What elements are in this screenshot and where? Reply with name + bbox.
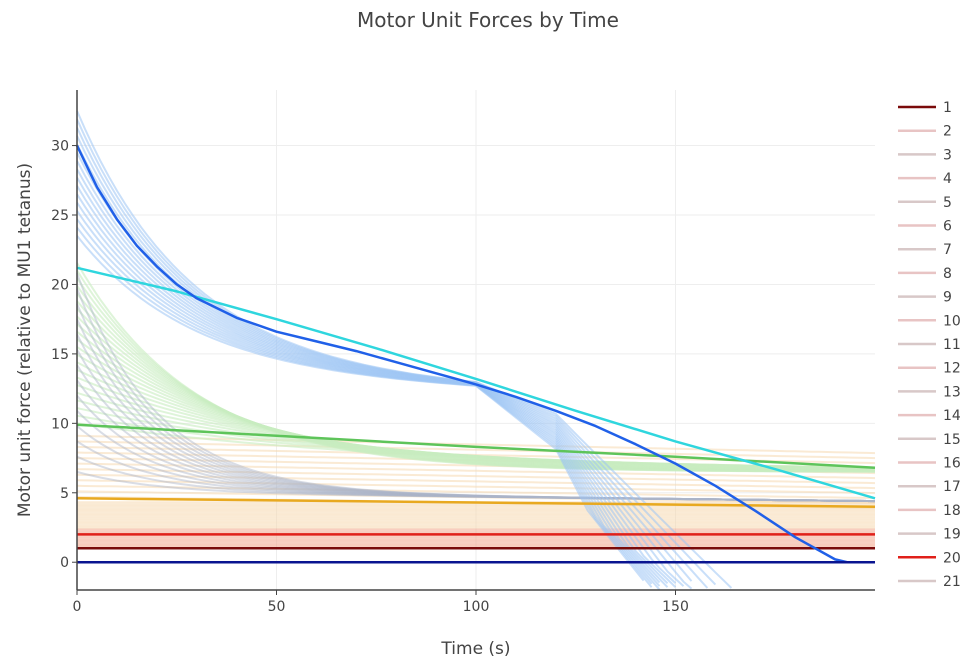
background-series-line (76, 333, 876, 503)
y-tick-label: 30 (51, 139, 69, 155)
legend-label: 14 (943, 408, 961, 424)
y-tick-label: 25 (51, 208, 69, 224)
background-series-line (76, 272, 876, 503)
legend-label: 19 (943, 527, 961, 543)
legend-label: 12 (943, 361, 961, 377)
y-tick-label: 5 (60, 486, 69, 502)
legend-item-16[interactable]: 16 (898, 456, 961, 472)
legend-item-13[interactable]: 13 (898, 384, 961, 400)
legend-item-18[interactable]: 18 (898, 503, 961, 519)
legend-item-3[interactable]: 3 (898, 147, 952, 163)
legend-label: 13 (943, 384, 961, 400)
legend-item-21[interactable]: 21 (898, 574, 961, 590)
legend-item-15[interactable]: 15 (898, 432, 961, 448)
legend-label: 2 (943, 124, 952, 140)
background-series-line (76, 455, 876, 503)
background-series-line (76, 479, 876, 495)
background-series-line (76, 303, 876, 503)
axes (72, 90, 875, 595)
background-series-line (76, 288, 876, 503)
series-line-blue (75, 145, 848, 564)
legend-item-7[interactable]: 7 (898, 242, 952, 258)
series-lines (75, 145, 876, 564)
legend-item-6[interactable]: 6 (898, 219, 952, 235)
legend-label: 18 (943, 503, 961, 519)
legend-label: 7 (943, 242, 952, 258)
x-tick-label: 50 (268, 599, 286, 615)
chart-title: Motor Unit Forces by Time (357, 8, 619, 32)
background-series-line (76, 425, 876, 503)
background-series-line (76, 410, 876, 503)
x-tick-label: 0 (73, 599, 82, 615)
background-series-line (76, 235, 645, 582)
background-series-line (76, 364, 876, 503)
x-tick-label: 150 (662, 599, 689, 615)
legend-label: 20 (943, 550, 961, 566)
legend-label: 15 (943, 432, 961, 448)
background-series-line (76, 468, 876, 485)
legend-label: 5 (943, 195, 952, 211)
legend-item-9[interactable]: 9 (898, 290, 952, 306)
legend-item-19[interactable]: 19 (898, 527, 961, 543)
background-series-line (76, 318, 876, 503)
y-tick-labels: 0 5 10 15 20 25 30 (51, 139, 69, 572)
legend-label: 3 (943, 147, 952, 163)
background-series-line (76, 473, 876, 490)
background-series-line (76, 262, 876, 473)
x-axis-title: Time (s) (440, 639, 510, 659)
series-line-orange (76, 497, 876, 508)
background-series-line (76, 440, 876, 503)
legend-item-20[interactable]: 20 (898, 550, 961, 566)
background-series-line (76, 349, 876, 503)
legend-label: 21 (943, 574, 961, 590)
legend-item-17[interactable]: 17 (898, 479, 961, 495)
legend-label: 6 (943, 219, 952, 235)
legend-label: 8 (943, 266, 952, 282)
legend-item-10[interactable]: 10 (898, 313, 961, 329)
legend-label: 17 (943, 479, 961, 495)
legend-label: 10 (943, 313, 961, 329)
legend-label: 9 (943, 290, 952, 306)
y-tick-label: 15 (51, 347, 69, 363)
series-line-cyan (76, 266, 876, 500)
x-tick-labels: 0 50 100 150 (73, 599, 689, 615)
y-tick-label: 20 (51, 277, 69, 293)
legend-item-11[interactable]: 11 (898, 337, 961, 353)
y-tick-label: 10 (51, 416, 69, 432)
y-tick-label: 0 (60, 555, 69, 571)
legend-item-4[interactable]: 4 (898, 171, 952, 187)
background-series-line (76, 440, 876, 460)
background-series-line (76, 379, 876, 503)
legend-item-1[interactable]: 1 (898, 100, 952, 116)
background-series-line (76, 394, 876, 503)
legend-item-5[interactable]: 5 (898, 195, 952, 211)
legend-item-8[interactable]: 8 (898, 266, 952, 282)
legend-item-2[interactable]: 2 (898, 124, 952, 140)
background-series-line (76, 484, 876, 500)
legend-label: 11 (943, 337, 961, 353)
legend-label: 4 (943, 171, 952, 187)
y-axis-title: Motor unit force (relative to MU1 tetanu… (15, 163, 35, 517)
legend-label: 16 (943, 456, 961, 472)
background-series-line (76, 462, 876, 480)
legend-label: 1 (943, 100, 952, 116)
legend-item-12[interactable]: 12 (898, 361, 961, 377)
background-series-line (76, 470, 876, 503)
legend-item-14[interactable]: 14 (898, 408, 961, 424)
x-tick-label: 100 (463, 599, 490, 615)
